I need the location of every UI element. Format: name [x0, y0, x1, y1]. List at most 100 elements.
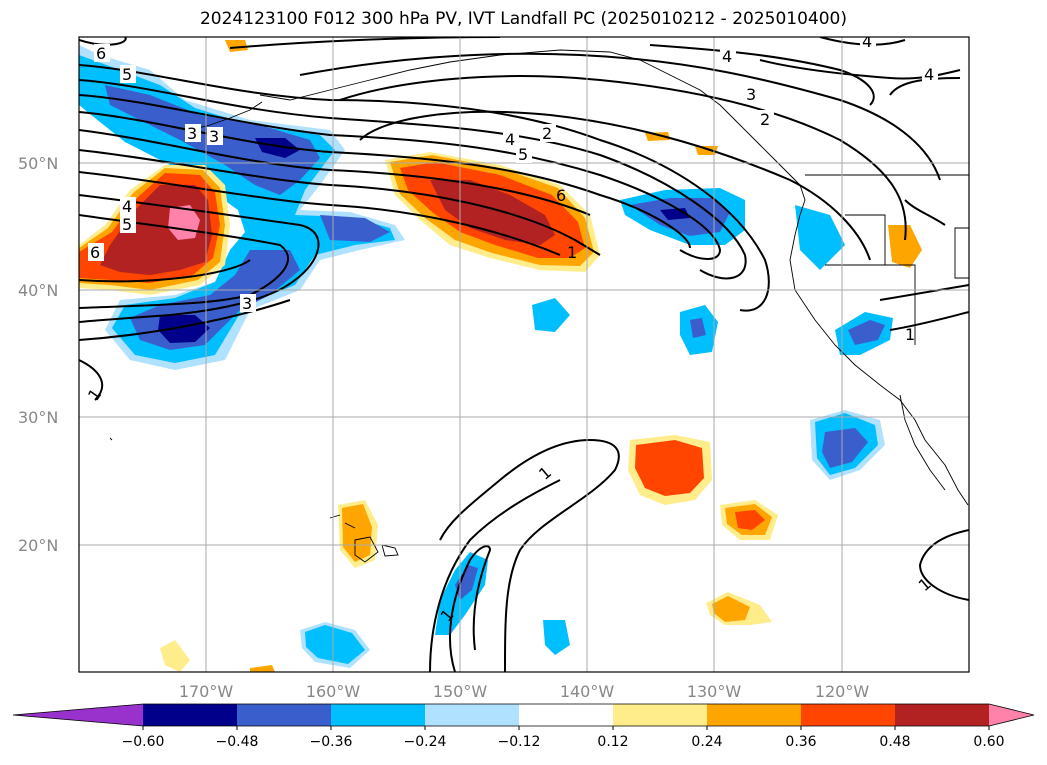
contour-label: 5 [122, 65, 132, 84]
colorbar-tick-label: −0.60 [122, 734, 165, 750]
contour-line-6 [79, 149, 601, 256]
colorbar-segment [143, 704, 238, 726]
anomaly-shading [79, 40, 922, 672]
lon-label-140w: 140°W [560, 682, 615, 701]
contour-label: 4 [505, 130, 515, 149]
neg-anomaly-nw-3b [320, 215, 390, 242]
contour-label: 6 [556, 186, 566, 205]
colorbar-segment [707, 704, 802, 726]
contour-line-21 [889, 77, 961, 96]
us-state-line-2 [825, 264, 916, 345]
contour-label: 6 [90, 243, 100, 262]
pos-anomaly-small-4b [342, 504, 372, 562]
contour-line-11 [79, 299, 291, 341]
neg-anomaly-tropic-1b [455, 565, 478, 600]
bc-coast [789, 184, 969, 506]
pos-anomaly-small-9 [160, 640, 190, 672]
colorbar-extend-low [13, 704, 143, 726]
map-title: 2024123100 F012 300 hPa PV, IVT Landfall… [199, 9, 847, 29]
neg-anomaly-tropic-3 [543, 620, 570, 655]
pos-anomaly-small-10 [250, 665, 275, 672]
colorbar-segment [331, 704, 426, 726]
neg-anomaly-nw-2 [79, 55, 395, 363]
contour-label: 3 [242, 294, 252, 313]
neg-anomaly-coast-2b [848, 320, 885, 345]
contour-label: 4 [122, 197, 132, 216]
map-frame [78, 36, 970, 673]
hawaii-big-island [354, 536, 379, 563]
contour-label: 5 [122, 215, 132, 234]
pos-anomaly-central-4 [430, 180, 555, 245]
contour-label: 2 [542, 124, 552, 143]
colorbar-extend-high [989, 704, 1034, 726]
contour-label: 4 [862, 32, 872, 51]
colorbar-tick-label: −0.48 [216, 734, 259, 750]
contour-line-22 [904, 199, 946, 226]
contour-line-8 [79, 194, 320, 323]
colorbar-segment [801, 704, 896, 726]
contour-line-7 [79, 171, 561, 256]
contour-line-16 [299, 52, 941, 181]
contour-label: 4 [924, 65, 934, 84]
alaska-coast [259, 49, 801, 186]
neg-anomaly-coast-1 [795, 205, 845, 270]
lon-label-150w: 150°W [433, 682, 488, 701]
lon-label-130w: 130°W [687, 682, 742, 701]
latitude-labels: 50°N 40°N 30°N 20°N [18, 154, 58, 555]
coastlines [109, 49, 969, 563]
contour-label: 3 [746, 85, 756, 104]
colorbar-segment [613, 704, 708, 726]
pos-anomaly-small-5 [888, 225, 922, 268]
contour-label: 1 [905, 325, 915, 344]
lon-label-120w: 120°W [815, 682, 870, 701]
contour-line-5 [79, 129, 591, 216]
pos-anomaly-small-3b [712, 596, 750, 622]
contour-line-28 [918, 529, 969, 601]
lon-label-160w: 160°W [306, 682, 361, 701]
lat-label-30n: 30°N [18, 408, 58, 427]
lat-label-20n: 20°N [18, 536, 58, 555]
contour-line-15 [339, 75, 907, 241]
contour-line-14 [359, 110, 871, 261]
misc-island [109, 437, 113, 441]
neg-anomaly-south-1c [822, 428, 868, 468]
pos-anomaly-small-8 [695, 146, 718, 155]
longitude-labels: 170°W 160°W 150°W 140°W 130°W 120°W [179, 682, 870, 701]
contour-line-10 [79, 259, 251, 283]
colorbar-tick-label: −0.12 [498, 734, 541, 750]
pos-anomaly-small-1b [635, 440, 704, 496]
colorbar-tick-label: 0.48 [879, 734, 910, 750]
colorbar-segment [425, 704, 520, 726]
lat-label-50n: 50°N [18, 154, 58, 173]
neg-anomaly-nw-4b [158, 315, 210, 343]
pos-anomaly-small-7 [645, 132, 670, 141]
contour-line-24 [879, 284, 969, 301]
colorbar-tick-label: 0.24 [691, 734, 722, 750]
colorbar-segment [519, 704, 614, 726]
contour-line-23 [889, 311, 969, 331]
baja-coast [899, 394, 946, 491]
contour-line-26 [449, 545, 492, 672]
neg-anomaly-small-2b [690, 318, 706, 338]
contour-line-9 [79, 214, 290, 309]
contour-label: 5 [518, 145, 528, 164]
hawaii-islands [329, 514, 399, 557]
contour-label: 4 [722, 47, 732, 66]
contour-label: 3 [209, 127, 219, 146]
colorbar-tick-label: 0.60 [973, 734, 1004, 750]
contour-line-13 [79, 37, 127, 46]
us-state-box [954, 227, 969, 279]
colorbar-tick-label: 0.12 [597, 734, 628, 750]
colorbar-segment [237, 704, 332, 726]
contour-label: 2 [760, 110, 770, 129]
contour-line-25 [429, 479, 561, 672]
contour-label: 3 [187, 124, 197, 143]
contour-line-18 [649, 44, 875, 106]
aleutian-chain [189, 101, 263, 131]
lon-label-170w: 170°W [179, 682, 234, 701]
neg-anomaly-nw-4 [255, 138, 300, 158]
contour-line-27 [439, 438, 620, 672]
contour-line-12 [79, 359, 104, 401]
lat-label-40n: 40°N [18, 281, 58, 300]
